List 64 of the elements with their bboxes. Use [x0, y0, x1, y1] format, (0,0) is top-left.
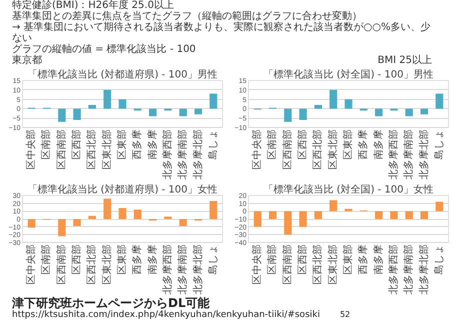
x-tick-label: 区西南部 [55, 130, 68, 170]
x-tick-label: 南多摩 [372, 130, 384, 160]
x-tick-label: 区南部 [40, 244, 52, 274]
x-tick-label: 区東部 [342, 130, 354, 160]
x-tick-label: 北多摩北部 [192, 244, 204, 294]
x-tick-label: 北多摩北部 [418, 130, 430, 180]
x-tick-label: 区中央部 [25, 130, 38, 170]
text: 津下研究班ホームページからDL可能 [12, 296, 211, 310]
x-tick-label: 区西南部 [55, 244, 68, 284]
x-tick-label: 区南部 [266, 244, 278, 274]
text: 東京都 [12, 55, 42, 66]
x-tick-label: 区中央部 [25, 244, 38, 284]
x-tick-label: 区西部 [70, 244, 83, 274]
x-tick-label: 西多摩 [131, 244, 144, 274]
chart-title: 「標準化該当比 (対都道府県) - 100」男性 [27, 68, 218, 80]
x-tick-label: 南多摩 [146, 130, 158, 160]
x-tick-label: 北多摩西部 [161, 244, 174, 294]
x-tick-label: 西多摩 [357, 130, 370, 160]
text: → 基準集団において期待される該当者数よりも、実際に観察された該当者数が○○%多い、少ない [12, 22, 432, 44]
x-tick-label: 区西南部 [281, 130, 294, 170]
x-tick-label: 北多摩南部 [402, 244, 415, 294]
text: https://ktsushita.com/index.php/4kenkyuhan/kenkyuhan-tiiki/#sosiki [12, 310, 320, 320]
x-tick-label: 区西北部 [312, 130, 324, 170]
chart-title: 「標準化該当比 (対全国) - 100」男性 [263, 68, 434, 80]
x-tick-label: 区西南部 [281, 244, 294, 284]
x-tick-label: 島しょ [432, 244, 445, 274]
x-tick-label: 区中央部 [251, 244, 264, 284]
text: BMI 25以上 [378, 55, 432, 66]
x-tick-label: 区東北部 [326, 244, 339, 284]
x-tick-label: 区東部 [116, 130, 128, 160]
x-tick-label: 区西北部 [312, 244, 324, 284]
x-tick-label: 西多摩 [131, 130, 144, 160]
text: グラフの縦軸の値 = 標準化該当比 - 100 [12, 44, 197, 55]
x-tick-label: 島しょ [432, 130, 445, 160]
x-tick-label: 区中央部 [251, 130, 264, 170]
x-tick-label: 北多摩西部 [387, 244, 400, 294]
chart-title: 「標準化該当比 (対全国) - 100」女性 [263, 184, 434, 196]
x-tick-label: 南多摩 [146, 244, 158, 274]
x-tick-label: 島しょ [206, 244, 219, 274]
x-tick-label: 北多摩南部 [402, 130, 415, 180]
x-tick-label: 北多摩南部 [176, 244, 189, 294]
x-tick-label: 区東北部 [326, 130, 339, 170]
text: 基準集団との差異に焦点を当てたグラフ（縦軸の範囲はグラフに合わせ変動） [12, 11, 363, 22]
x-tick-label: 区西部 [70, 130, 83, 160]
chart-title: 「標準化該当比 (対都道府県) - 100」女性 [27, 184, 218, 196]
text: 52 [340, 310, 350, 319]
x-tick-label: 西多摩 [357, 244, 370, 274]
x-tick-label: 区南部 [266, 130, 278, 160]
x-tick-label: 区西部 [296, 244, 309, 274]
x-tick-label: 区西北部 [86, 244, 98, 284]
x-tick-label: 区西部 [296, 130, 309, 160]
x-tick-label: 区東北部 [100, 244, 113, 284]
x-tick-label: 北多摩西部 [161, 130, 174, 180]
x-tick-label: 区東部 [342, 244, 354, 274]
x-tick-label: 区西北部 [86, 130, 98, 170]
x-tick-label: 南多摩 [372, 244, 384, 274]
x-tick-label: 北多摩北部 [418, 244, 430, 294]
x-tick-label: 北多摩南部 [176, 130, 189, 180]
x-tick-label: 区東部 [116, 244, 128, 274]
x-tick-label: 島しょ [206, 130, 219, 160]
x-tick-label: 区東北部 [100, 130, 113, 170]
x-tick-label: 区南部 [40, 130, 52, 160]
x-tick-label: 北多摩西部 [387, 130, 400, 180]
x-tick-label: 北多摩北部 [192, 130, 204, 180]
